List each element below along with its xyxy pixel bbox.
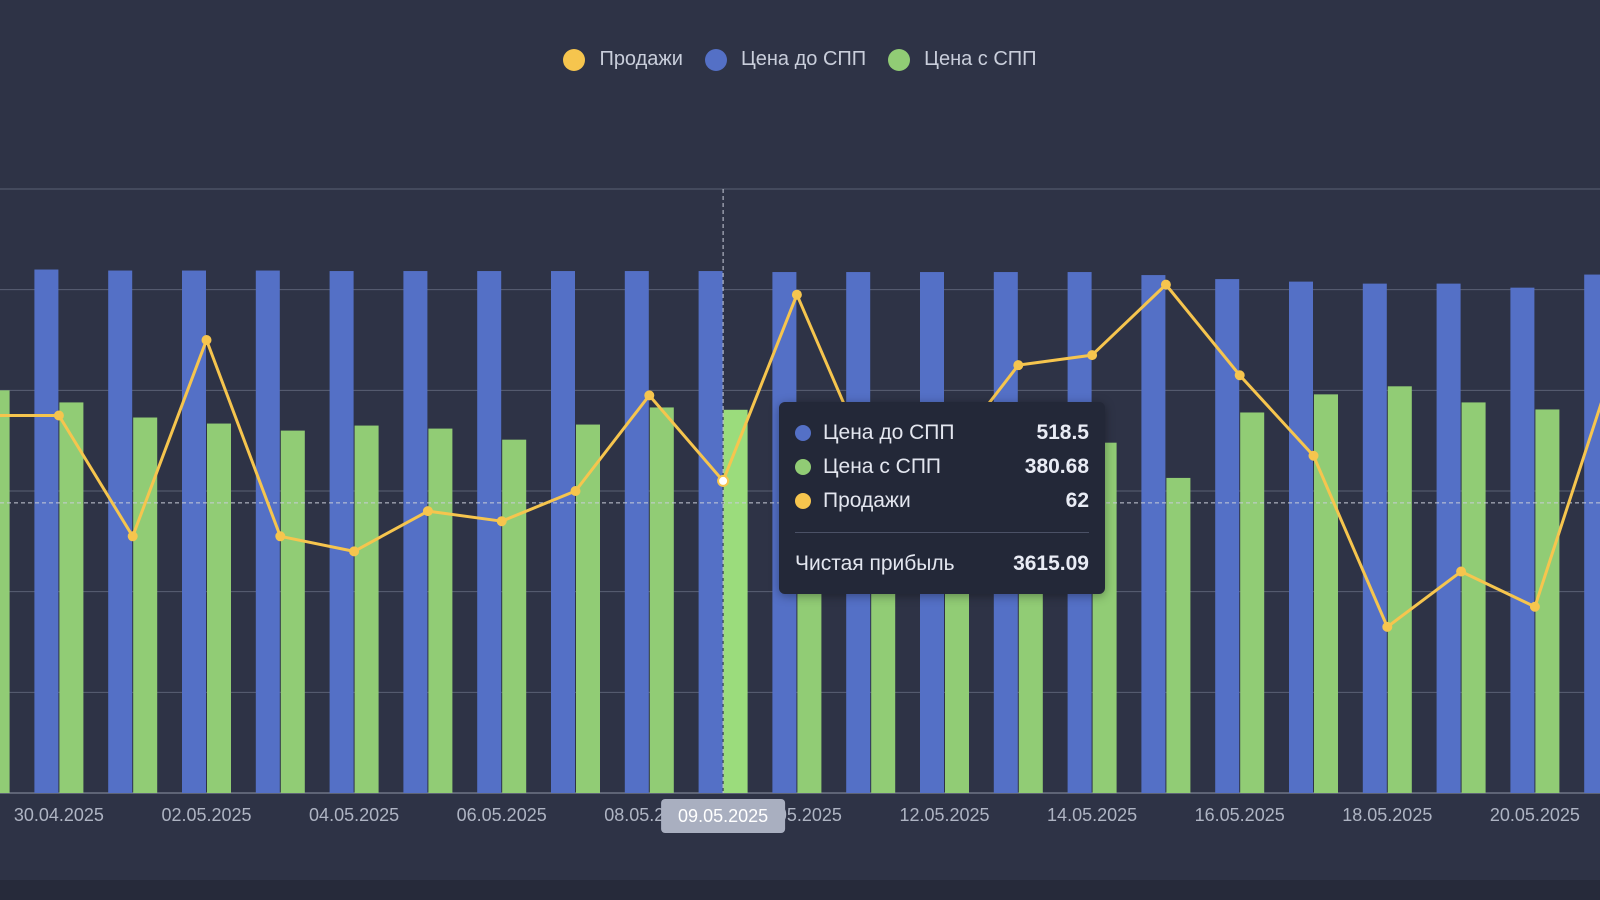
sales-point bbox=[791, 289, 802, 300]
tooltip-total-row: Чистая прибыль 3615.09 bbox=[795, 547, 1089, 581]
bar-price-after bbox=[354, 425, 379, 793]
bar-price-before bbox=[182, 270, 206, 793]
bar-price-before bbox=[1584, 274, 1600, 794]
sales-point bbox=[127, 531, 138, 542]
tooltip-value: 380.68 bbox=[1024, 455, 1089, 478]
x-tick-label: 02.05.2025 bbox=[161, 805, 251, 825]
x-tick-label: 12.05.2025 bbox=[899, 805, 989, 825]
x-tick-label: 14.05.2025 bbox=[1047, 805, 1137, 825]
bar-price-before bbox=[477, 271, 502, 793]
sales-point bbox=[1234, 370, 1245, 381]
bar-price-before bbox=[698, 271, 723, 793]
sales-point bbox=[201, 335, 212, 345]
bar-price-before bbox=[1215, 279, 1240, 793]
legend-item[interactable]: Продажи bbox=[563, 48, 683, 71]
sales-point bbox=[644, 390, 655, 401]
sales-point bbox=[422, 506, 433, 517]
x-tick-label: 06.05.2025 bbox=[457, 805, 547, 825]
bar-price-after bbox=[59, 402, 84, 793]
sales-point bbox=[1308, 450, 1319, 461]
tooltip-dot-icon bbox=[795, 425, 811, 441]
bottom-scroll-band bbox=[0, 880, 1600, 900]
legend-label: Продажи bbox=[599, 48, 683, 70]
bar-price-after bbox=[1387, 386, 1412, 793]
bar-price-before bbox=[1510, 287, 1535, 793]
bar-price-after bbox=[1461, 402, 1486, 793]
sales-point bbox=[1456, 566, 1467, 577]
bar-price-before bbox=[551, 271, 575, 793]
legend-item[interactable]: Цена с СПП bbox=[888, 48, 1037, 71]
bar-price-before bbox=[403, 271, 428, 793]
bar-price-before bbox=[1289, 281, 1313, 793]
bar-price-after bbox=[280, 430, 305, 793]
sales-point bbox=[53, 410, 64, 421]
x-tick-label: 04.05.2025 bbox=[309, 805, 399, 825]
tooltip-row-price-after: Цена с СПП 380.68 bbox=[795, 450, 1089, 484]
legend-dot-icon bbox=[888, 48, 911, 71]
legend-item[interactable]: Цена до СПП bbox=[704, 48, 867, 71]
legend-label: Цена с СПП bbox=[924, 48, 1037, 70]
bar-price-after bbox=[133, 417, 158, 793]
active-date-label: 09.05.2025 bbox=[678, 806, 768, 826]
tooltip-divider bbox=[795, 532, 1089, 533]
x-tick-label: 20.05.2025 bbox=[1490, 805, 1580, 825]
tooltip-dot-icon bbox=[795, 493, 811, 509]
chart-tooltip: Цена до СПП 518.5 Цена с СПП 380.68 Прод… bbox=[779, 402, 1105, 594]
bar-price-before bbox=[1362, 283, 1387, 793]
tooltip-label: Цена с СПП bbox=[823, 455, 942, 478]
sales-point bbox=[275, 531, 286, 542]
bar-price-after bbox=[723, 409, 748, 793]
bar-price-after bbox=[576, 424, 600, 793]
sales-point bbox=[1160, 279, 1171, 290]
tooltip-label: Продажи bbox=[823, 489, 911, 512]
bar-price-after bbox=[1314, 394, 1338, 793]
bar-price-before bbox=[1141, 275, 1166, 793]
tooltip-total-value: 3615.09 bbox=[1013, 552, 1089, 575]
legend-dot-icon bbox=[704, 48, 727, 71]
bar-price-before bbox=[34, 269, 59, 793]
x-tick-label: 30.04.2025 bbox=[14, 805, 104, 825]
tooltip-row-price-before: Цена до СПП 518.5 bbox=[795, 416, 1089, 450]
x-tick-label: 16.05.2025 bbox=[1195, 805, 1285, 825]
tooltip-dot-icon bbox=[795, 459, 811, 475]
sales-point bbox=[1529, 601, 1540, 612]
sales-line bbox=[0, 283, 1600, 629]
bar-price-before bbox=[255, 270, 280, 793]
bar-price-after bbox=[1535, 409, 1560, 793]
sales-point bbox=[1382, 621, 1393, 632]
bar-price-after bbox=[207, 423, 231, 793]
bar-price-after bbox=[428, 428, 453, 793]
tooltip-row-sales: Продажи 62 bbox=[795, 484, 1089, 518]
tooltip-value: 62 bbox=[1065, 489, 1089, 512]
sales-point bbox=[717, 474, 730, 487]
bar-price-after bbox=[0, 390, 10, 793]
tooltip-value: 518.5 bbox=[1036, 421, 1089, 444]
sales-point bbox=[570, 486, 581, 496]
bar-price-after bbox=[1240, 412, 1265, 793]
legend-label: Цена до СПП bbox=[740, 48, 867, 70]
bar-price-before bbox=[329, 271, 354, 793]
tooltip-label: Цена до СПП bbox=[823, 421, 955, 444]
x-tick-label: 18.05.2025 bbox=[1342, 805, 1432, 825]
sales-point bbox=[349, 546, 360, 557]
tooltip-total-label: Чистая прибыль bbox=[795, 552, 955, 575]
bar-price-after bbox=[1166, 477, 1191, 793]
bar-price-before bbox=[1436, 283, 1461, 793]
bar-price-after bbox=[649, 407, 674, 793]
sales-point bbox=[496, 516, 507, 527]
chart-legend: Продажи Цена до СПП Цена с СПП bbox=[0, 48, 1600, 71]
sales-point bbox=[1013, 360, 1024, 371]
bar-price-after bbox=[502, 439, 527, 793]
bar-price-before bbox=[624, 271, 649, 793]
legend-dot-icon bbox=[563, 48, 586, 71]
sales-point bbox=[1087, 350, 1098, 361]
active-date-pill bbox=[661, 799, 786, 833]
